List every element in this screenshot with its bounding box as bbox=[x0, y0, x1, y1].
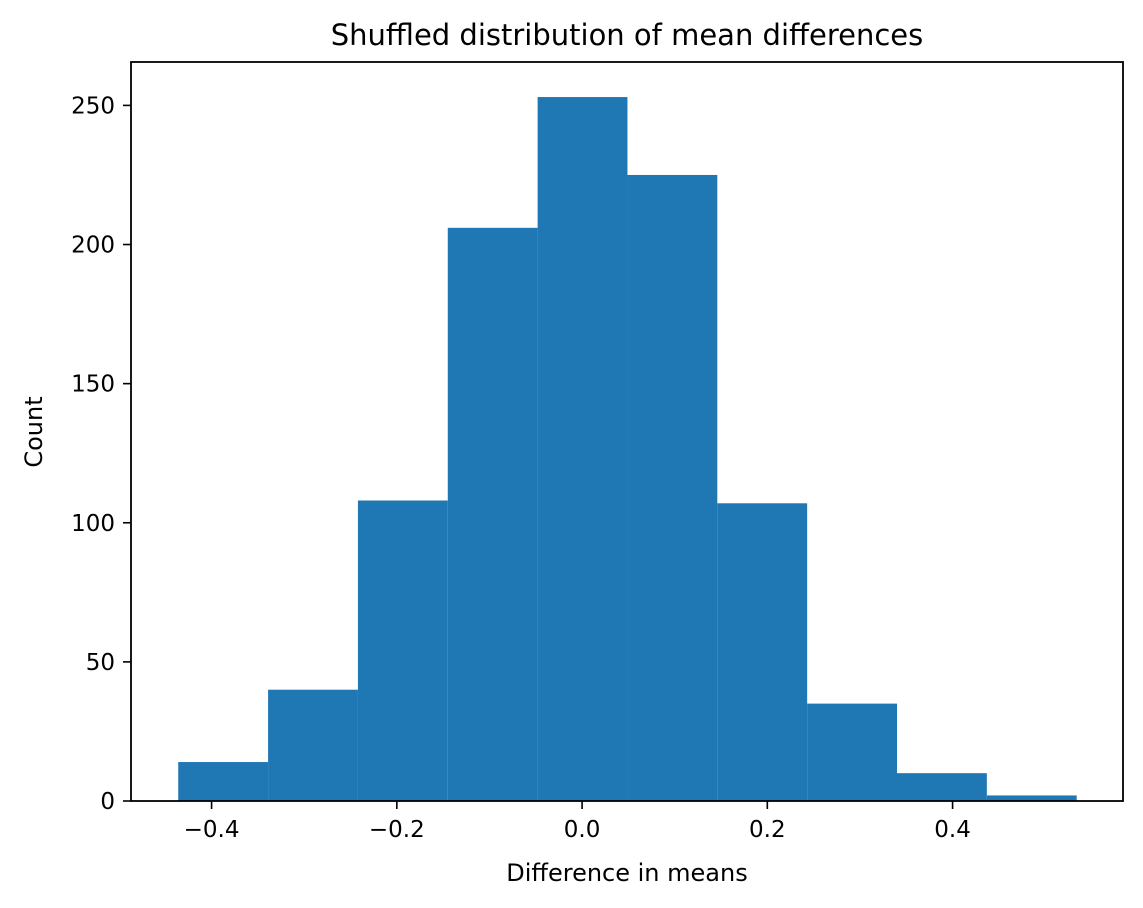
x-tick-label-4: 0.2 bbox=[749, 817, 786, 843]
histogram-bar-5 bbox=[537, 97, 628, 801]
x-tick-label-3: 0.0 bbox=[564, 817, 601, 843]
x-axis-ticks: −0.4 −0.2 0.0 0.2 0.4 bbox=[184, 801, 971, 843]
histogram-bar-6 bbox=[627, 174, 718, 802]
chart-title: Shuffled distribution of mean difference… bbox=[331, 18, 923, 52]
bars-group bbox=[178, 97, 1077, 802]
y-tick-label-5: 200 bbox=[71, 233, 115, 259]
x-tick-label-2: −0.2 bbox=[369, 817, 425, 843]
histogram-bar-9 bbox=[896, 773, 987, 801]
y-axis-ticks: 0 50 100 150 200 250 bbox=[71, 93, 131, 815]
histogram-bar-3 bbox=[357, 500, 448, 801]
y-axis-label: Count bbox=[20, 396, 48, 467]
histogram-bar-1 bbox=[178, 762, 269, 801]
x-tick-label-1: −0.4 bbox=[184, 817, 240, 843]
y-tick-label-3: 100 bbox=[71, 511, 115, 537]
histogram-bar-8 bbox=[807, 703, 897, 801]
x-tick-label-5: 0.4 bbox=[934, 817, 971, 843]
y-tick-label-4: 150 bbox=[71, 372, 115, 398]
histogram-bar-4 bbox=[447, 227, 538, 801]
y-tick-label-6: 250 bbox=[71, 93, 115, 119]
x-axis-label: Difference in means bbox=[506, 859, 747, 887]
y-tick-label-1: 0 bbox=[100, 789, 115, 815]
histogram-bar-10 bbox=[986, 795, 1077, 801]
histogram-bar-7 bbox=[717, 503, 808, 801]
plot-frame bbox=[130, 61, 1124, 802]
histogram-bar-2 bbox=[268, 689, 358, 801]
y-tick-label-2: 50 bbox=[86, 650, 115, 676]
